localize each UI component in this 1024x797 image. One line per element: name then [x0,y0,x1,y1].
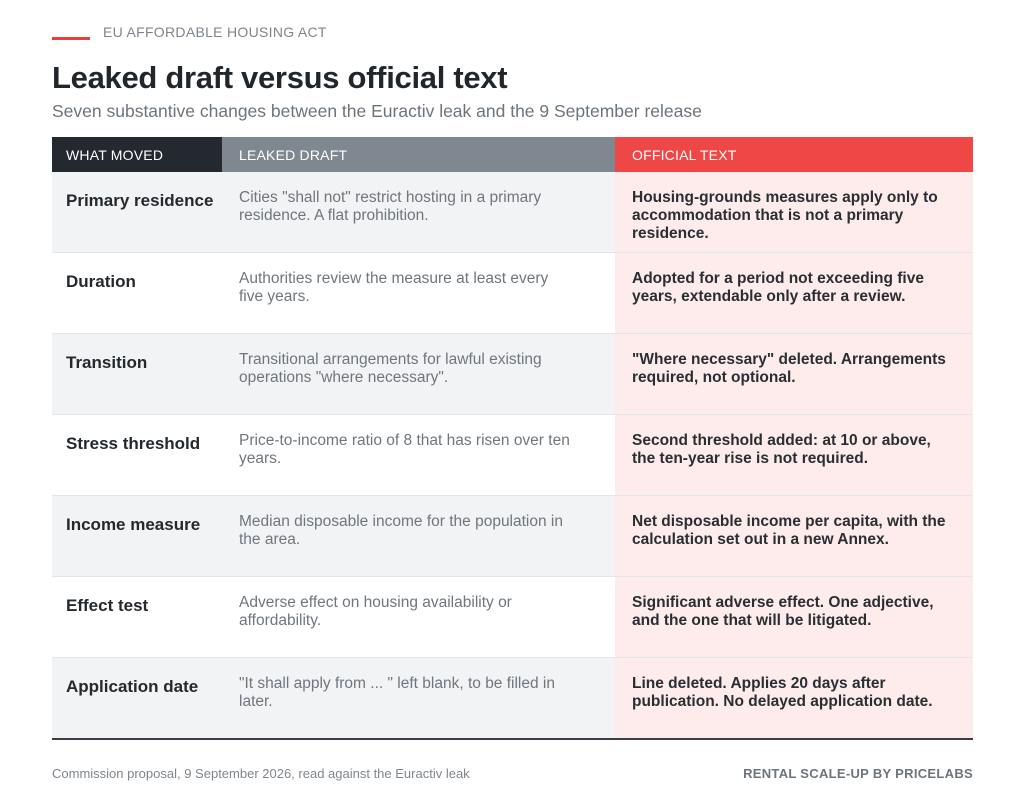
row-leaked: Cities "shall not" restrict hosting in a… [222,172,615,252]
row-topic: Transition [52,334,222,414]
source-note: Commission proposal, 9 September 2026, r… [52,766,470,781]
row-leaked: Transitional arrangements for lawful exi… [222,334,615,414]
header-official-text: OFFICIAL TEXT [615,137,973,172]
kicker: EU AFFORDABLE HOUSING ACT [103,24,327,40]
row-topic: Primary residence [52,172,222,252]
comparison-table: WHAT MOVED LEAKED DRAFT OFFICIAL TEXT Pr… [52,137,973,740]
row-official: Second threshold added: at 10 or above, … [615,415,973,495]
table-row: Income measure Median disposable income … [52,496,973,577]
table-row: Stress threshold Price-to-income ratio o… [52,415,973,496]
row-topic: Income measure [52,496,222,576]
table-row: Primary residence Cities "shall not" res… [52,172,973,253]
row-topic: Effect test [52,577,222,657]
row-leaked: Authorities review the measure at least … [222,253,615,333]
row-official: Net disposable income per capita, with t… [615,496,973,576]
row-topic: Duration [52,253,222,333]
row-topic: Application date [52,658,222,738]
table-row: Transition Transitional arrangements for… [52,334,973,415]
row-official: Housing-grounds measures apply only to a… [615,172,973,252]
table-header: WHAT MOVED LEAKED DRAFT OFFICIAL TEXT [52,137,973,172]
row-leaked: Median disposable income for the populat… [222,496,615,576]
row-leaked: "It shall apply from ... " left blank, t… [222,658,615,738]
table-row: Application date "It shall apply from ..… [52,658,973,740]
row-official: "Where necessary" deleted. Arrangements … [615,334,973,414]
header-what-moved: WHAT MOVED [52,137,222,172]
row-leaked: Adverse effect on housing availability o… [222,577,615,657]
row-leaked: Price-to-income ratio of 8 that has rise… [222,415,615,495]
row-official: Adopted for a period not exceeding five … [615,253,973,333]
row-official: Significant adverse effect. One adjectiv… [615,577,973,657]
table-row: Duration Authorities review the measure … [52,253,973,334]
table-row: Effect test Adverse effect on housing av… [52,577,973,658]
kicker-accent-line [52,37,90,40]
credit: RENTAL SCALE-UP BY PRICELABS [743,766,973,781]
header-leaked-draft: LEAKED DRAFT [222,137,615,172]
page-subtitle: Seven substantive changes between the Eu… [52,101,702,121]
row-topic: Stress threshold [52,415,222,495]
page-title: Leaked draft versus official text [52,60,508,95]
row-official: Line deleted. Applies 20 days after publ… [615,658,973,738]
